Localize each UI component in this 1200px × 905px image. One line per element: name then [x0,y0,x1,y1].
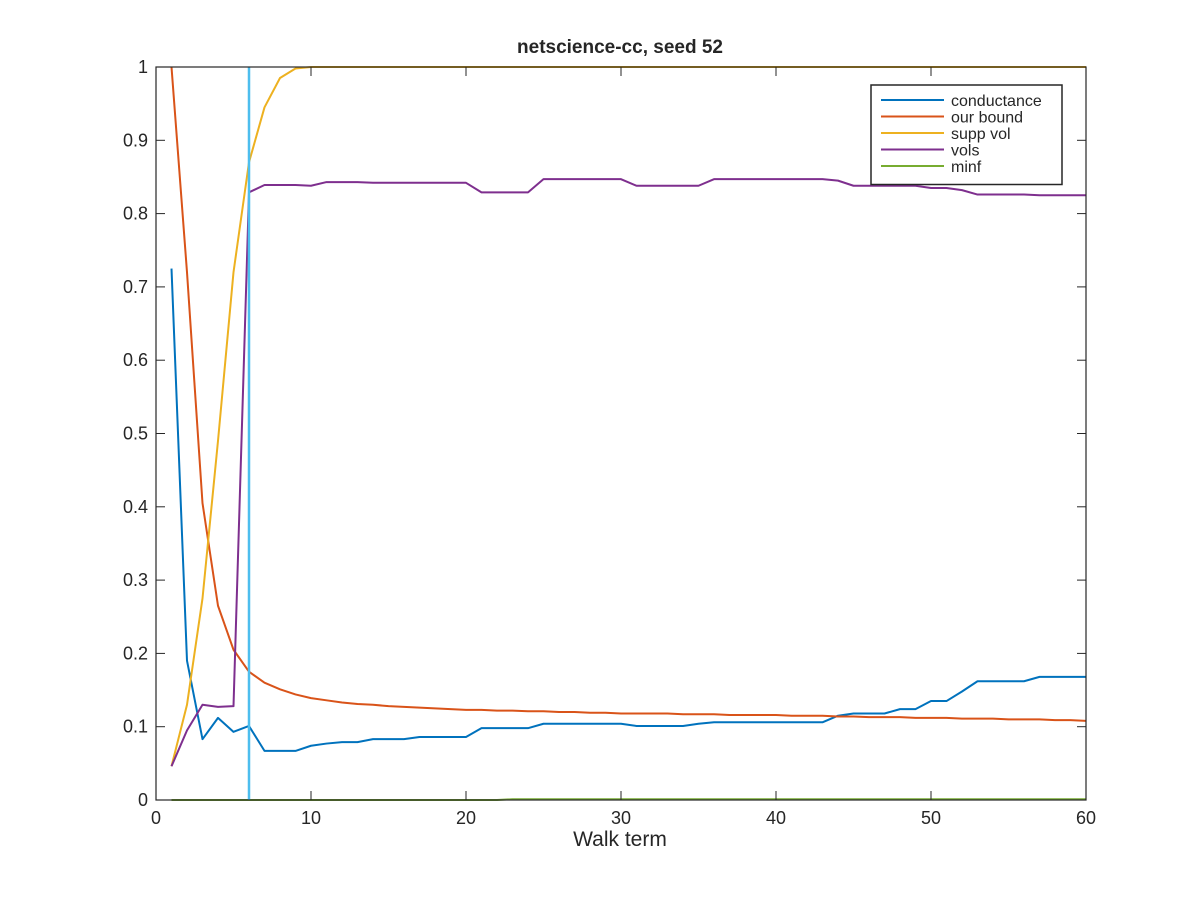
legend-entry: our bound [951,110,1023,127]
x-axis-label: Walk term [573,828,667,851]
y-tick-label: 0.2 [123,643,148,663]
y-tick-label: 0.5 [123,424,148,444]
y-tick-label: 1 [138,57,148,77]
y-tick-label: 0 [138,790,148,810]
y-tick-label: 0.9 [123,130,148,150]
y-tick-label: 0.1 [123,717,148,737]
x-tick-label: 50 [921,808,941,828]
frame-layer [155,66,1087,801]
y-tick-label: 0.7 [123,277,148,297]
legend-entry: vols [951,143,979,160]
axes-layer: 0 10 20 30 40 50 60 0 0.1 0.2 0.3 0.4 0.5 0.6 0.7 0.8 0.… [123,57,1096,828]
series-line-conductance [170,268,1086,752]
legend-box [870,84,1063,186]
x-tick-label: 60 [1076,808,1096,828]
series-line-vols [170,178,1086,767]
series-line-our-bound [170,66,1087,722]
x-tick-label: 20 [456,808,476,828]
x-tick-label: 40 [766,808,786,828]
legend-entry: minf [951,159,982,176]
y-tick-label: 0.6 [123,350,148,370]
y-tick-label: 0.8 [123,204,148,224]
plot-area [156,67,1086,800]
legend-entry: supp vol [951,126,1011,143]
y-tick-label: 0.3 [123,570,148,590]
legend-entry: conductance [951,93,1042,110]
x-tick-label: 30 [611,808,631,828]
x-tick-label: 10 [301,808,321,828]
y-tick-label: 0.4 [123,497,148,517]
x-tick-label: 0 [151,808,161,828]
chart-title: netscience-cc, seed 52 [517,37,723,58]
axes-box [155,66,1087,801]
